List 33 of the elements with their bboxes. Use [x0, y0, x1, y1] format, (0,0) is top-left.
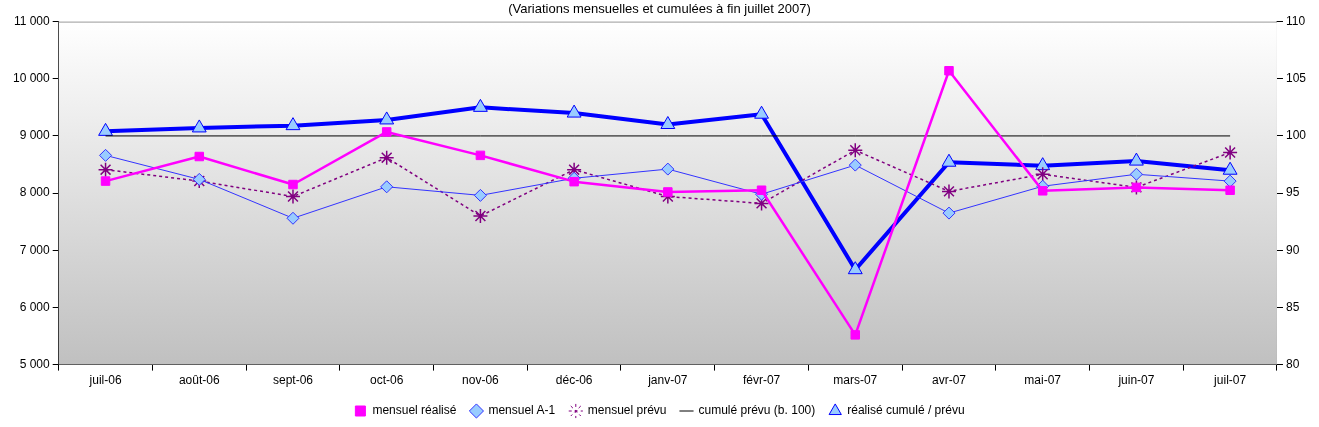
y-tick-label: 11 000 [13, 13, 51, 28]
x-tick-label: janv-07 [647, 373, 688, 388]
chart-title: (Variations mensuelles et cumulées à fin juillet 2007) [508, 1, 811, 17]
y2-tick-label: 80 [1285, 356, 1300, 371]
y-tick-label: 9 000 [19, 128, 51, 143]
x-tick-label: juil-06 [88, 373, 122, 388]
y2-tick-label: 95 [1285, 185, 1300, 200]
legend-label: mensuel prévu [587, 403, 667, 418]
y-tick-label: 5 000 [19, 356, 51, 371]
y-tick-label: 7 000 [19, 242, 51, 257]
y-tick-label: 6 000 [19, 299, 51, 314]
legend-label: mensuel A-1 [488, 403, 556, 418]
legend-label: réalisé cumulé / prévu [847, 403, 965, 418]
x-tick-label: juin-07 [1117, 373, 1155, 388]
x-tick-label: mars-07 [833, 373, 878, 388]
legend-label: cumulé prévu (b. 100) [698, 403, 816, 418]
y-tick-label: 10 000 [13, 71, 51, 86]
x-tick-label: avr-07 [931, 373, 967, 388]
y2-tick-label: 105 [1285, 71, 1307, 86]
y2-tick-label: 85 [1285, 299, 1300, 314]
x-tick-label: nov-06 [462, 373, 500, 388]
x-tick-label: juil-07 [1213, 373, 1247, 388]
y-tick-label: 8 000 [19, 185, 51, 200]
x-tick-label: déc-06 [555, 373, 593, 388]
x-tick-label: févr-07 [742, 373, 781, 388]
x-tick-label: mai-07 [1024, 373, 1062, 388]
x-tick-label: août-06 [178, 373, 220, 388]
x-tick-label: oct-06 [370, 373, 404, 388]
y2-tick-label: 100 [1285, 128, 1307, 143]
x-tick-label: sept-06 [272, 373, 314, 388]
legend-label: mensuel réalisé [372, 403, 457, 418]
y2-tick-label: 110 [1285, 13, 1306, 28]
y2-tick-label: 90 [1285, 242, 1300, 257]
